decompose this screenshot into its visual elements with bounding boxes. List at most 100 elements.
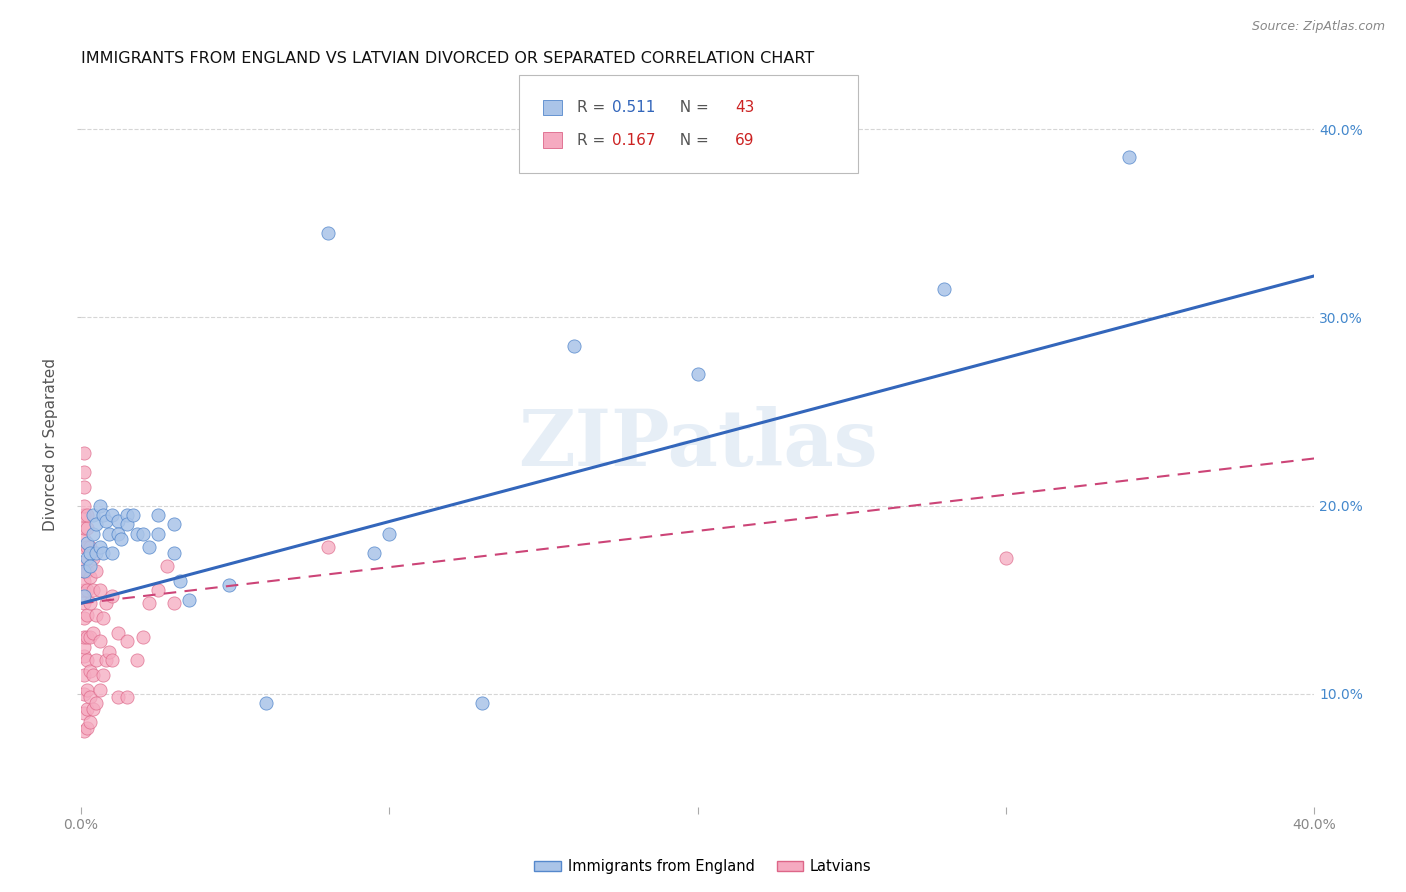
Point xyxy=(73,611,96,625)
Point xyxy=(562,338,585,352)
Legend: Immigrants from England, Latvians: Immigrants from England, Latvians xyxy=(529,854,877,880)
Point xyxy=(146,508,169,522)
Point xyxy=(117,634,139,648)
FancyBboxPatch shape xyxy=(544,132,562,148)
Point xyxy=(82,702,104,716)
Point xyxy=(73,596,96,610)
Text: 0.511: 0.511 xyxy=(612,100,655,115)
Point xyxy=(89,499,111,513)
Point xyxy=(471,696,494,710)
Point xyxy=(146,583,169,598)
Point xyxy=(107,626,129,640)
Point xyxy=(110,533,132,547)
Text: 0.167: 0.167 xyxy=(612,133,655,147)
Point xyxy=(79,630,101,644)
Point xyxy=(89,634,111,648)
Point xyxy=(91,668,114,682)
Point xyxy=(73,574,96,588)
Point xyxy=(101,545,124,559)
Point xyxy=(76,630,98,644)
Point xyxy=(101,653,124,667)
Point xyxy=(79,545,101,559)
Point xyxy=(82,551,104,566)
Point xyxy=(73,499,96,513)
Point xyxy=(363,545,385,559)
Text: N =: N = xyxy=(669,100,713,115)
Point xyxy=(73,508,96,522)
Point xyxy=(138,596,160,610)
Point xyxy=(73,724,96,739)
Point xyxy=(73,589,96,603)
Point xyxy=(76,583,98,598)
Point xyxy=(73,565,96,579)
Point xyxy=(156,558,179,573)
Point xyxy=(82,508,104,522)
Point xyxy=(177,592,200,607)
Point xyxy=(73,583,96,598)
Point xyxy=(125,653,148,667)
Point xyxy=(117,517,139,532)
Point xyxy=(994,551,1017,566)
Point xyxy=(316,226,339,240)
Point xyxy=(686,367,709,381)
Point xyxy=(91,508,114,522)
Point xyxy=(107,526,129,541)
Point xyxy=(86,517,108,532)
Point xyxy=(131,630,153,644)
Text: R =: R = xyxy=(578,133,610,147)
Point xyxy=(316,540,339,554)
Text: ZIPatlas: ZIPatlas xyxy=(517,407,877,483)
Point xyxy=(73,446,96,460)
Point xyxy=(73,565,96,579)
Point xyxy=(101,589,124,603)
Point xyxy=(378,526,401,541)
Point xyxy=(73,648,96,663)
Point xyxy=(86,545,108,559)
Point xyxy=(91,611,114,625)
Text: IMMIGRANTS FROM ENGLAND VS LATVIAN DIVORCED OR SEPARATED CORRELATION CHART: IMMIGRANTS FROM ENGLAND VS LATVIAN DIVOR… xyxy=(82,51,814,66)
Point xyxy=(131,526,153,541)
Point xyxy=(76,521,98,535)
Point xyxy=(86,607,108,622)
Point xyxy=(73,640,96,654)
Point xyxy=(73,668,96,682)
Point xyxy=(82,583,104,598)
Point xyxy=(76,721,98,735)
Point xyxy=(138,540,160,554)
Point xyxy=(76,540,98,554)
Point xyxy=(79,540,101,554)
Point xyxy=(76,536,98,550)
Point xyxy=(82,526,104,541)
Point xyxy=(94,514,117,528)
Point xyxy=(73,521,96,535)
Point xyxy=(117,690,139,705)
Point xyxy=(97,645,120,659)
Point xyxy=(254,696,277,710)
Point xyxy=(79,690,101,705)
Text: Source: ZipAtlas.com: Source: ZipAtlas.com xyxy=(1251,20,1385,33)
Point xyxy=(73,687,96,701)
Point xyxy=(89,583,111,598)
Point xyxy=(1118,150,1140,164)
Point xyxy=(73,540,96,554)
FancyBboxPatch shape xyxy=(544,100,562,115)
Point xyxy=(73,533,96,547)
Point xyxy=(162,596,184,610)
Point xyxy=(94,653,117,667)
Point xyxy=(73,555,96,569)
Point xyxy=(76,702,98,716)
Point xyxy=(76,653,98,667)
Point xyxy=(94,596,117,610)
Point xyxy=(73,630,96,644)
Point xyxy=(79,558,101,573)
Point xyxy=(125,526,148,541)
Point xyxy=(162,517,184,532)
Y-axis label: Divorced or Separated: Divorced or Separated xyxy=(44,358,58,531)
Point xyxy=(73,706,96,720)
Point xyxy=(107,690,129,705)
Point xyxy=(86,696,108,710)
Text: N =: N = xyxy=(669,133,713,147)
Point xyxy=(91,545,114,559)
Point xyxy=(82,626,104,640)
Point xyxy=(76,682,98,697)
